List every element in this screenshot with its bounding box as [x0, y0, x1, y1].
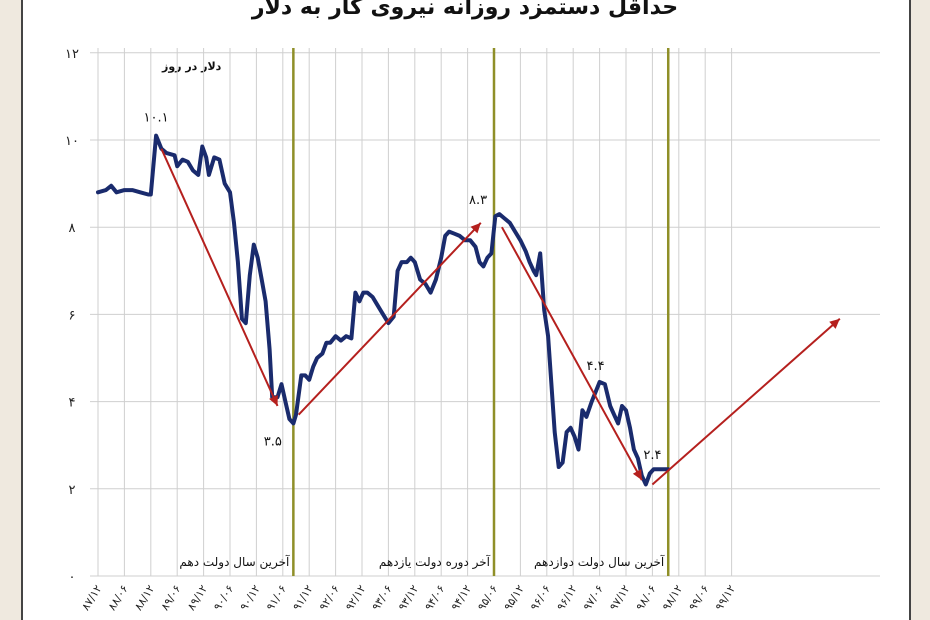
value-annotation: ۳.۵	[264, 434, 282, 449]
value-annotation: ۱۰.۱	[144, 111, 169, 126]
y-tick-label: ۸	[69, 221, 76, 236]
chart-panel	[21, 0, 911, 620]
value-annotation: ۴.۴	[587, 359, 605, 374]
trend-arrow-0	[160, 148, 279, 407]
trend-arrow-1	[297, 222, 482, 416]
vertical-markers: آخرین سال دولت دهم آخر دوره دولت یازدهم آخ…	[179, 48, 670, 576]
grid-lines	[90, 48, 880, 577]
value-annotations: ۱۰.۱ ۳.۵ ۸.۳ ۴.۴ ۲.۴	[144, 111, 662, 464]
trend-arrow-3	[651, 318, 841, 486]
y-tick-label: ۲	[69, 483, 76, 498]
vertical-marker-label-0: آخرین سال دولت دهم	[179, 554, 290, 570]
y-tick-labels: ۰ ۲ ۴ ۶ ۸ ۱۰ ۱۲	[65, 47, 79, 585]
y-tick-label: ۰	[69, 570, 76, 585]
trend-arrow-2	[501, 226, 643, 481]
series-line-0	[96, 133, 671, 487]
vertical-marker-label-2: آخرین سال دولت دوازدهم	[534, 554, 665, 570]
vertical-marker-label-1: آخر دوره دولت یازدهم	[379, 554, 491, 570]
y-tick-label: ۴	[69, 396, 76, 411]
value-annotation: ۸.۳	[469, 193, 487, 208]
series-layer	[96, 133, 671, 487]
y-tick-label: ۱۲	[65, 47, 79, 62]
y-tick-label: ۶	[69, 308, 76, 323]
y-tick-label: ۱۰	[65, 134, 79, 149]
y-axis-label: دلار در روز	[161, 60, 222, 73]
chart-title: حداقل دستمزد روزانه نیروی کار به دلار	[251, 0, 678, 20]
trend-arrows	[160, 148, 841, 486]
value-annotation: ۲.۴	[643, 448, 661, 463]
